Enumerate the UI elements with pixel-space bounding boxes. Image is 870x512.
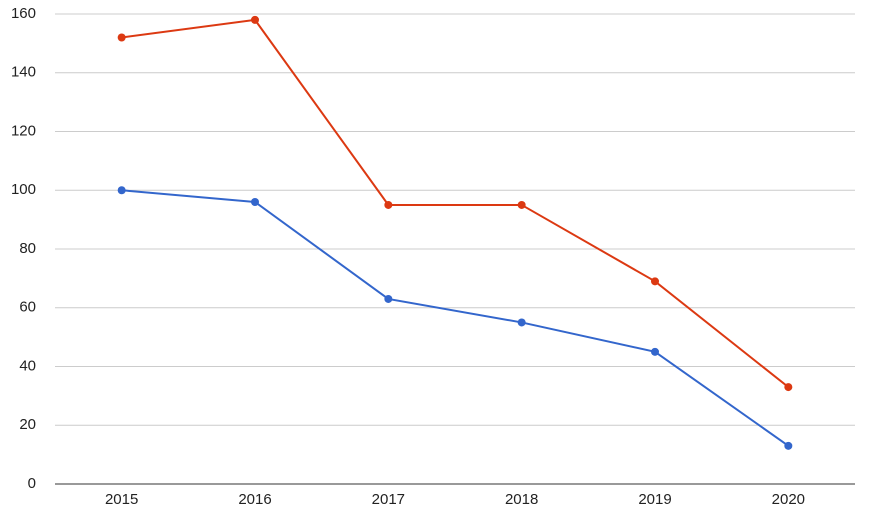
y-tick-label: 40 bbox=[19, 357, 36, 374]
series-line bbox=[121, 18, 789, 388]
data-point bbox=[651, 347, 659, 356]
data-point bbox=[117, 186, 126, 195]
x-tick-label: 2017 bbox=[372, 491, 405, 508]
y-tick-label: 20 bbox=[19, 416, 36, 433]
x-tick-label: 2016 bbox=[238, 491, 271, 508]
data-point bbox=[517, 200, 526, 209]
data-point bbox=[384, 294, 393, 303]
x-tick-label: 2018 bbox=[505, 491, 538, 508]
y-tick-label: 80 bbox=[19, 240, 36, 257]
x-tick-label: 2015 bbox=[105, 491, 138, 508]
x-tick-label: 2020 bbox=[772, 491, 805, 508]
data-point bbox=[251, 15, 259, 24]
y-tick-label: 140 bbox=[11, 64, 36, 81]
data-point bbox=[117, 33, 126, 42]
data-point bbox=[251, 198, 259, 206]
y-tick-label: 160 bbox=[11, 5, 36, 22]
x-tick-label: 2019 bbox=[638, 491, 671, 508]
data-point bbox=[784, 383, 793, 392]
data-point bbox=[651, 277, 659, 286]
data-point bbox=[784, 441, 793, 450]
y-tick-label: 0 bbox=[28, 475, 36, 492]
data-point bbox=[517, 318, 526, 327]
series-line bbox=[121, 189, 789, 447]
y-tick-label: 60 bbox=[19, 299, 36, 316]
data-point bbox=[384, 200, 393, 209]
y-tick-label: 120 bbox=[11, 122, 36, 139]
y-tick-label: 100 bbox=[11, 181, 36, 198]
